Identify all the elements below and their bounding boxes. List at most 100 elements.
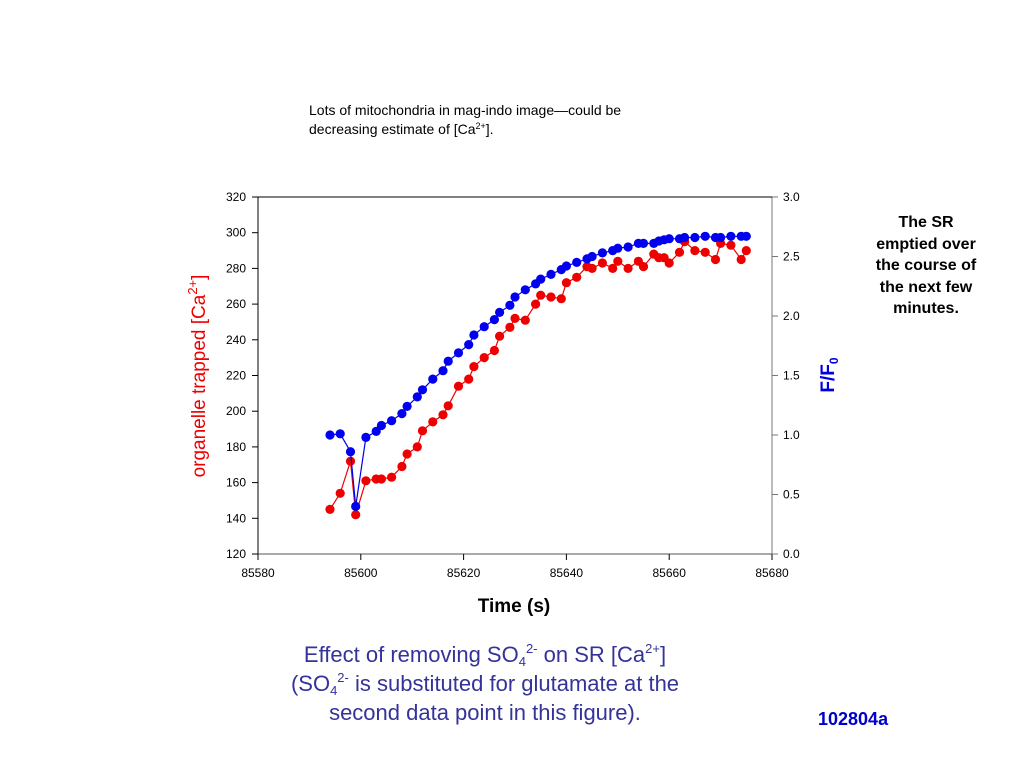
figure-caption: Effect of removing SO42- on SR [Ca2+] (S… [230, 640, 740, 727]
blue-series-point [412, 392, 422, 402]
left-y-axis-label: organelle trapped [Ca2+] [185, 274, 211, 478]
blue-series-point [351, 501, 361, 511]
red-series-point [376, 474, 386, 484]
blue-series-point [387, 416, 397, 426]
caption-sub: 4 [330, 683, 338, 698]
top-annotation-suffix: ]. [485, 121, 494, 137]
caption-text: on SR [Ca [537, 642, 646, 667]
top-annotation-text: decreasing estimate of [Ca [309, 121, 476, 137]
right-y-axis-label: F/F0 [818, 357, 841, 392]
red-series-point [674, 247, 685, 257]
blue-series [325, 231, 751, 511]
x-tick-label: 85580 [241, 566, 275, 580]
red-series-point [464, 374, 474, 384]
red-series-point [428, 417, 438, 427]
red-series-point [613, 256, 623, 266]
caption-text: (SO [290, 671, 331, 696]
red-series-point [736, 254, 746, 265]
caption-sup: 2+ [645, 641, 660, 656]
blue-series-point [587, 251, 597, 262]
blue-series-point [597, 248, 608, 258]
right-y-tick-label: 2.5 [783, 250, 800, 264]
caption-line-1: Effect of removing SO42- on SR [Ca2+] [230, 640, 740, 669]
caption-text: is substituted for glutamate at the [348, 671, 680, 696]
red-series [325, 237, 751, 520]
blue-series-point [690, 232, 700, 243]
red-series-point [495, 331, 505, 341]
left-y-axis-label-suffix: ] [189, 274, 210, 280]
red-series-point [345, 456, 356, 466]
blue-series-point [453, 348, 464, 358]
red-series-point [402, 449, 412, 459]
blue-series-point [716, 232, 726, 243]
blue-series-point [638, 238, 649, 248]
left-y-tick-label: 300 [226, 226, 246, 240]
x-tick-label: 85640 [550, 566, 584, 580]
red-series-point [608, 263, 618, 273]
left-y-tick-label: 180 [226, 440, 246, 454]
left-y-tick-label: 140 [226, 511, 246, 525]
blue-series-point [489, 315, 499, 325]
red-series-point [546, 292, 556, 302]
blue-series-point [623, 242, 633, 252]
x-axis-label: Time (s) [477, 596, 551, 617]
red-series-point [387, 472, 397, 482]
left-y-tick-label: 240 [226, 333, 246, 347]
left-y-tick-label: 200 [226, 404, 246, 418]
blue-series-point [700, 231, 710, 241]
right-y-tick-label: 0.0 [783, 547, 800, 561]
left-y-axis-label-sup: 2+ [185, 279, 200, 295]
red-series-point [489, 345, 499, 356]
figure-id: 102804a [818, 709, 889, 729]
red-series-point [587, 263, 597, 273]
blue-series-point [505, 300, 515, 310]
blue-series-point [443, 356, 453, 366]
top-annotation-sup: 2+ [475, 121, 486, 131]
side-annotation-line: minutes. [893, 300, 959, 317]
red-series-point [726, 240, 736, 250]
blue-series-point [361, 432, 371, 442]
left-y-tick-label: 220 [226, 369, 246, 383]
blue-series-point [680, 232, 690, 243]
red-series-point [700, 247, 710, 257]
red-series-point [597, 258, 608, 268]
red-series-point [572, 272, 582, 282]
caption-line-3: second data point in this figure). [329, 700, 641, 725]
red-series-point [510, 313, 520, 323]
red-series-point [531, 299, 541, 309]
right-y-tick-label: 3.0 [783, 190, 800, 204]
axes: 85580 85600 85620 85640 85660 85680 120 140 160 1… [226, 190, 800, 580]
blue-series-point [469, 330, 479, 340]
x-tick-label: 85660 [653, 566, 687, 580]
side-annotation-line: emptied over [876, 235, 976, 253]
red-series-point [505, 322, 515, 332]
red-series-point [710, 254, 721, 265]
red-series-point [520, 315, 530, 325]
blue-series-point [510, 292, 520, 302]
blue-series-point [371, 426, 381, 436]
blue-series-point [572, 257, 582, 267]
red-series-point [351, 510, 361, 520]
left-y-tick-label: 120 [226, 547, 246, 561]
blue-series-point [397, 409, 407, 419]
red-series-point [443, 401, 453, 411]
caption-sup: 2- [525, 641, 538, 656]
blue-series-point [520, 285, 530, 295]
left-y-tick-label: 320 [226, 190, 246, 204]
right-y-tick-label: 0.5 [783, 488, 800, 502]
red-series-point [469, 362, 479, 372]
red-series-point [325, 504, 335, 514]
red-series-point [741, 246, 751, 256]
red-series-point [397, 461, 407, 472]
caption-line-2: (SO42- is substituted for glutamate at t… [230, 669, 740, 698]
blue-series-point [335, 429, 345, 439]
x-tick-label: 85680 [755, 566, 789, 580]
red-series-point [561, 278, 572, 288]
red-series-point [536, 290, 546, 300]
blue-series-point [613, 243, 623, 253]
blue-series-point [376, 420, 386, 431]
blue-series-point [464, 340, 474, 350]
red-series-point [453, 381, 464, 391]
right-y-tick-label: 2.0 [783, 309, 800, 323]
